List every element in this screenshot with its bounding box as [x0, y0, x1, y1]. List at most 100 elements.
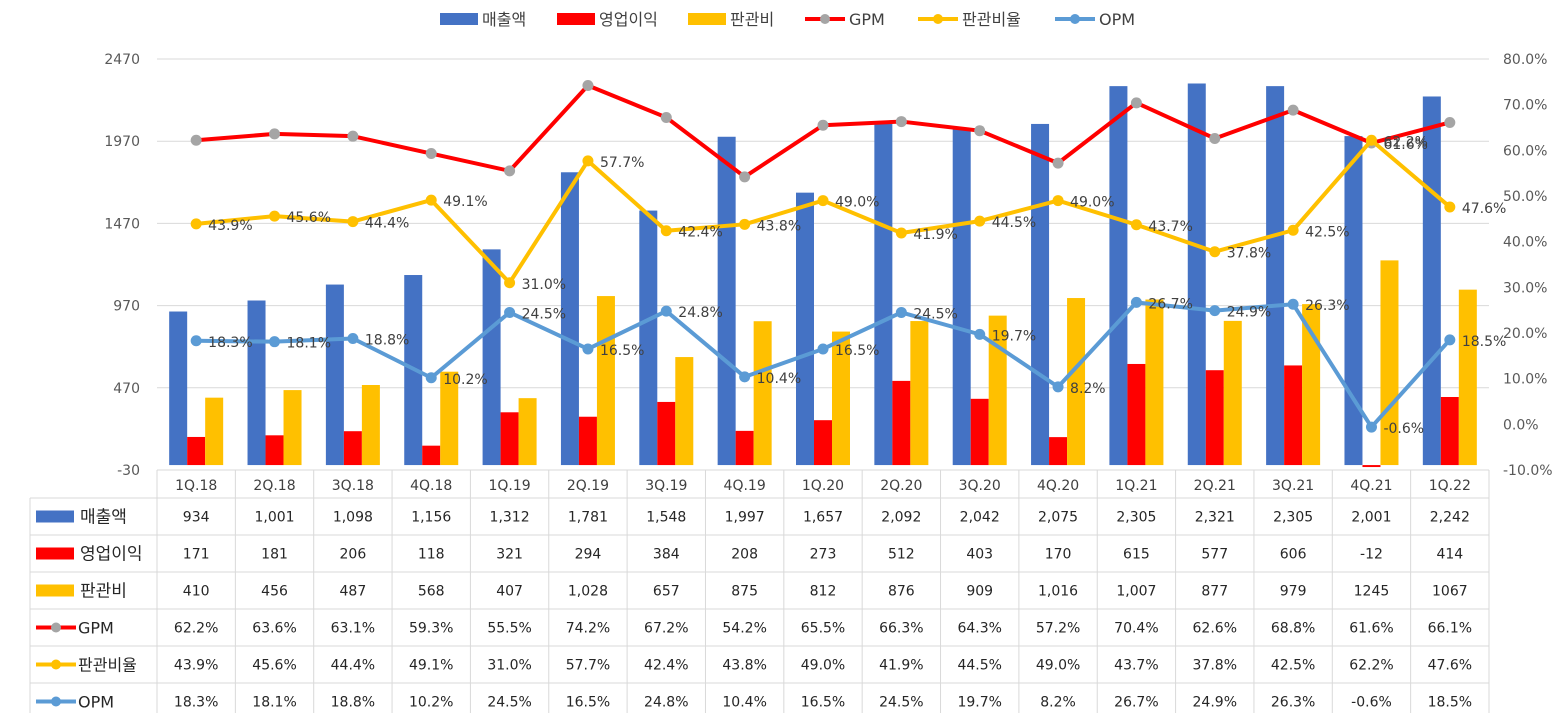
table-cell: 1245: [1354, 584, 1390, 600]
marker-gpm: [269, 128, 281, 140]
right-axis-tick-label: 60.0%: [1503, 143, 1547, 159]
marker-sga-ratio: [347, 216, 359, 228]
data-label-opm: -0.6%: [1383, 421, 1424, 437]
marker-opm: [1444, 334, 1456, 346]
bar-sga: [205, 397, 224, 466]
marker-opm: [895, 306, 907, 318]
table-cell: 1,001: [254, 510, 294, 526]
legend-label: 매출액: [482, 10, 526, 29]
right-axis-tick-label: 20.0%: [1503, 326, 1547, 342]
marker-gpm: [974, 125, 986, 137]
table-cell: 18.1%: [252, 695, 296, 711]
table-cell: 407: [496, 584, 523, 600]
bar-operating-profit: [343, 431, 362, 466]
marker-sga-ratio: [190, 218, 202, 230]
legend-label: GPM: [849, 10, 885, 29]
line-gpm: [196, 83, 1451, 179]
table-cell: 43.9%: [174, 658, 218, 674]
category-label: 2Q.20: [880, 478, 922, 494]
marker-gpm: [190, 134, 202, 146]
marker-opm: [974, 328, 986, 340]
marker-opm: [1209, 305, 1221, 317]
table-cell: 118: [418, 547, 445, 563]
table-cell: 43.7%: [1114, 658, 1158, 674]
bar-operating-profit: [265, 435, 284, 466]
data-label-opm: 18.3%: [208, 335, 252, 351]
marker-opm: [1365, 421, 1377, 433]
category-label: 3Q.18: [332, 478, 374, 494]
bar-sga: [1302, 304, 1321, 466]
legend-marker: [933, 14, 943, 24]
category-label: 4Q.19: [724, 478, 766, 494]
data-label-sga-ratio: 42.4%: [678, 225, 722, 241]
table-cell: 181: [261, 547, 288, 563]
table-cell: 2,092: [881, 510, 921, 526]
table-cell: 414: [1436, 547, 1463, 563]
series-lines: [190, 79, 1456, 433]
data-label-opm: 24.9%: [1227, 305, 1271, 321]
legend-key: [688, 13, 726, 25]
table-cell: 49.0%: [801, 658, 845, 674]
legend-label: 영업이익: [599, 10, 658, 29]
marker-sga-ratio: [817, 195, 829, 207]
table-cell: 70.4%: [1114, 621, 1158, 637]
bar-sales: [247, 300, 266, 466]
marker-gpm: [425, 148, 437, 160]
bar-sga: [518, 398, 537, 466]
bar-sales: [796, 192, 814, 466]
table-cell: 512: [888, 547, 915, 563]
marker-opm: [190, 335, 202, 347]
bar-sales: [482, 249, 501, 466]
data-label-sga-ratio: 47.6%: [1462, 201, 1506, 217]
left-axis-tick-label: 970: [113, 299, 140, 315]
legend-label: 판관비: [730, 10, 774, 29]
right-axis-tick-label: 50.0%: [1503, 189, 1547, 205]
bar-sga: [1067, 298, 1086, 466]
marker-opm: [347, 332, 359, 344]
table-cell: 64.3%: [957, 621, 1001, 637]
bar-sga: [753, 321, 772, 466]
category-label: 4Q.21: [1350, 478, 1392, 494]
table-cell: 2,321: [1195, 510, 1235, 526]
table-cell: 1,007: [1116, 584, 1156, 600]
table-cell: 16.5%: [801, 695, 845, 711]
data-label-opm: 8.2%: [1070, 381, 1106, 397]
data-label-opm: 26.7%: [1148, 296, 1192, 312]
table-row-label: 매출액: [80, 508, 127, 528]
bar-sga: [361, 385, 380, 466]
marker-sga-ratio: [1444, 201, 1456, 213]
data-labels: 61.6% 43.9% 45.6% 44.4% 49.1% 31.0% 57.7% 42.4%…: [208, 134, 1506, 437]
table-cell: 47.6%: [1428, 658, 1472, 674]
table-cell: 18.3%: [174, 695, 218, 711]
category-label: 1Q.18: [175, 478, 217, 494]
bar-sales: [952, 129, 971, 466]
table-cell: 934: [183, 510, 210, 526]
bar-sales: [717, 136, 736, 466]
legend-marker: [1070, 14, 1080, 24]
table-cell: 812: [810, 584, 837, 600]
table-row-label: 판관비: [80, 582, 127, 602]
category-label: 3Q.21: [1272, 478, 1314, 494]
table-legend-marker: [51, 696, 61, 707]
table-cell: 59.3%: [409, 621, 453, 637]
table-cell: 24.9%: [1193, 695, 1237, 711]
table-cell: 1,016: [1038, 584, 1078, 600]
data-label-opm: 19.7%: [992, 328, 1036, 344]
data-label-sga-ratio: 57.7%: [600, 155, 644, 171]
marker-sga-ratio: [739, 218, 751, 230]
table-cell: 55.5%: [487, 621, 531, 637]
bar-operating-profit: [814, 420, 832, 466]
data-label-opm: 18.8%: [365, 332, 409, 348]
marker-sga-ratio: [1130, 219, 1142, 231]
table-cell: 979: [1280, 584, 1307, 600]
marker-sga-ratio: [1052, 195, 1064, 207]
table-cell: 410: [183, 584, 210, 600]
data-label-sga-ratio: 41.9%: [913, 227, 957, 243]
category-label: 1Q.20: [802, 478, 844, 494]
category-label: 2Q.21: [1194, 478, 1236, 494]
table-cell: 68.8%: [1271, 621, 1315, 637]
table-row-label: OPM: [78, 693, 114, 712]
data-label-sga-ratio: 49.0%: [835, 195, 879, 211]
marker-opm: [425, 372, 437, 384]
table-cell: 568: [418, 584, 445, 600]
